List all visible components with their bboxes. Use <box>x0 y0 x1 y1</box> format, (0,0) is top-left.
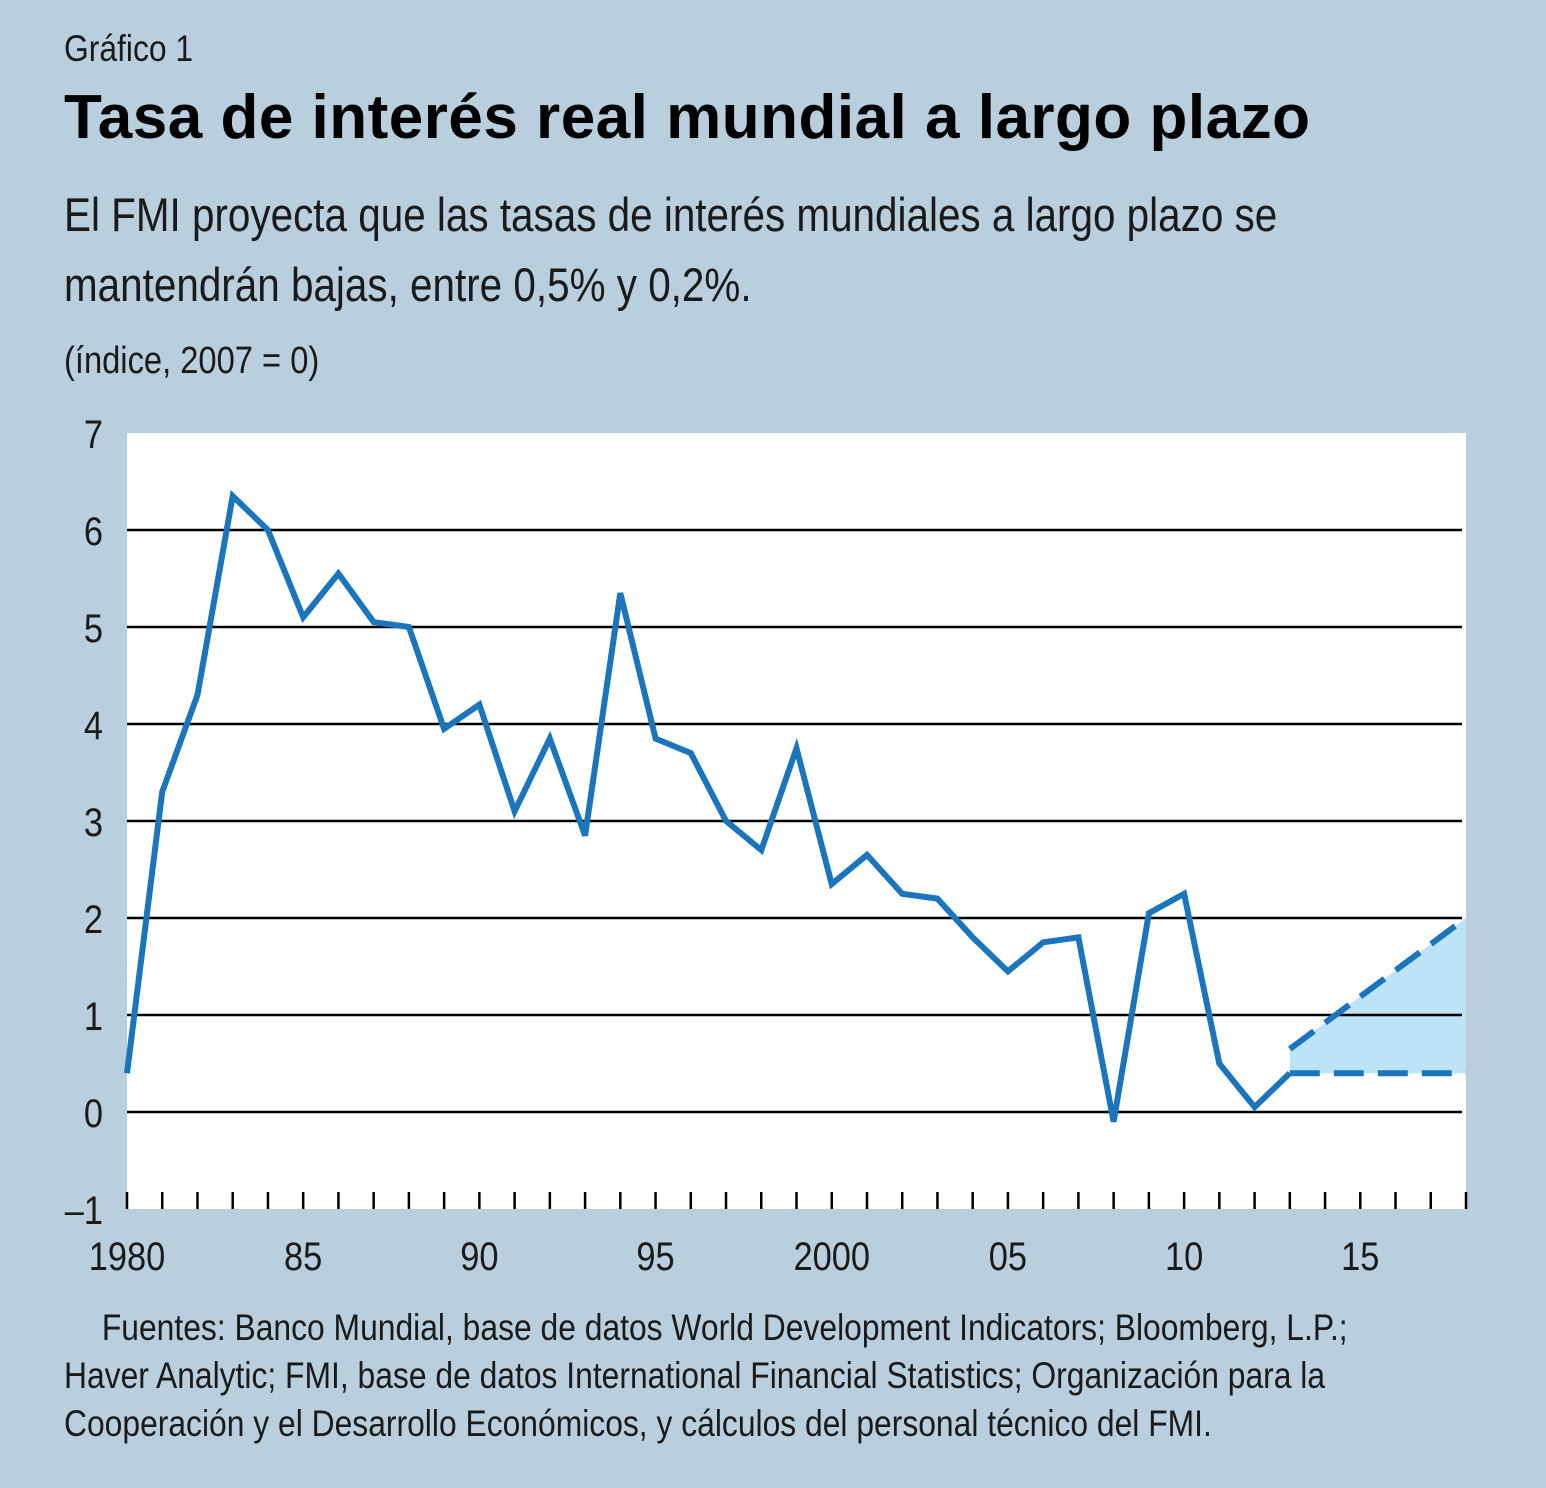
line-chart: –1 0 1 2 3 4 5 6 7 1980 85 90 95 2000 05 10 15 <box>65 412 1468 1279</box>
source-note: Fuentes: Banco Mundial, base de datos Wo… <box>64 1307 1348 1444</box>
projection-band-layer <box>1289 918 1466 1074</box>
y-tick-label: 3 <box>84 800 103 845</box>
x-tick-label: 90 <box>460 1234 498 1279</box>
y-tick-label: 0 <box>84 1091 103 1136</box>
y-axis-units: (índice, 2007 = 0) <box>64 340 320 382</box>
chart-title: Tasa de interés real mundial a largo pla… <box>64 83 1311 152</box>
figure-label: Gráfico 1 <box>64 28 194 69</box>
x-tick-label: 05 <box>989 1234 1027 1279</box>
y-tick-label: –1 <box>65 1188 103 1233</box>
x-tick-label: 85 <box>284 1234 322 1279</box>
x-tick-label: 2000 <box>793 1234 870 1279</box>
chart-subtitle: El FMI proyecta que las tasas de interés… <box>64 188 1278 311</box>
x-tick-label: 95 <box>636 1234 674 1279</box>
x-tick-label: 10 <box>1165 1234 1203 1279</box>
x-tick-label: 15 <box>1341 1234 1379 1279</box>
y-tick-label: 6 <box>84 509 103 554</box>
y-tick-label: 7 <box>84 412 103 457</box>
x-axis: 1980 85 90 95 2000 05 10 15 <box>89 1192 1468 1279</box>
y-tick-label: 4 <box>84 703 103 748</box>
y-tick-label: 1 <box>84 994 103 1039</box>
y-tick-label: 5 <box>84 606 103 651</box>
interest-rate-line <box>124 490 1292 1123</box>
series-layer <box>124 490 1468 1123</box>
gridlines <box>127 528 1462 1114</box>
x-tick-label: 1980 <box>89 1234 166 1279</box>
y-tick-label: 2 <box>84 897 103 942</box>
projection-band <box>1289 918 1466 1074</box>
y-axis: –1 0 1 2 3 4 5 6 7 <box>65 412 103 1233</box>
projection-line-1 <box>1288 915 1468 1052</box>
